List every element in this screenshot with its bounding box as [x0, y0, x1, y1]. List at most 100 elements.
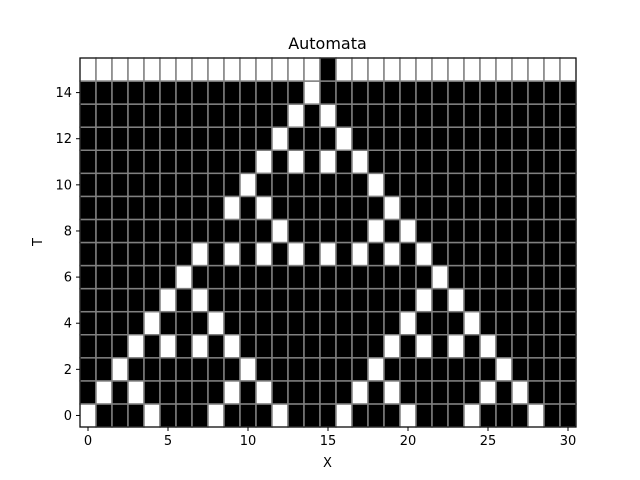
cell: [511, 357, 529, 382]
cell: [79, 334, 97, 359]
cell: [239, 241, 257, 267]
cell: [367, 57, 385, 82]
cell: [495, 334, 513, 359]
cell: [191, 380, 209, 405]
cell: [111, 80, 129, 105]
cell: [559, 172, 577, 198]
cell: [127, 218, 145, 244]
cell: [79, 218, 97, 244]
x-axis-label: X: [323, 456, 332, 471]
cell: [495, 264, 513, 290]
cell: [255, 357, 273, 382]
cell: [287, 380, 305, 405]
cell: [287, 103, 305, 128]
cell: [383, 310, 401, 336]
cell: [191, 334, 209, 359]
cell: [367, 172, 385, 198]
cell: [319, 241, 337, 267]
cell: [159, 241, 177, 267]
cell: [223, 57, 241, 82]
cell: [95, 103, 113, 128]
cell: [399, 334, 417, 359]
cell: [367, 287, 385, 313]
cell: [335, 357, 353, 382]
cell: [79, 57, 97, 82]
cell: [271, 264, 289, 290]
cell: [447, 310, 465, 336]
cell: [415, 334, 433, 359]
cell: [543, 264, 561, 290]
cell: [159, 218, 177, 244]
cell: [319, 195, 337, 221]
cell: [335, 80, 353, 105]
cell: [95, 403, 113, 428]
y-tick-label: 0: [64, 409, 72, 424]
cell: [495, 310, 513, 336]
cell: [527, 403, 545, 428]
cell: [191, 149, 209, 175]
cell: [351, 334, 369, 359]
cell: [447, 334, 465, 359]
cell: [335, 172, 353, 198]
cell: [495, 172, 513, 198]
cell: [383, 57, 401, 82]
cell: [431, 241, 449, 267]
cell: [223, 334, 241, 359]
cell: [287, 218, 305, 244]
cell: [303, 126, 321, 152]
cell: [319, 149, 337, 175]
cell: [207, 172, 225, 198]
cell: [175, 334, 193, 359]
cell: [495, 241, 513, 267]
cell: [527, 57, 545, 82]
cell: [143, 103, 161, 128]
cell: [143, 287, 161, 313]
cell: [511, 195, 529, 221]
cell: [159, 334, 177, 359]
cell: [239, 380, 257, 405]
cell: [511, 264, 529, 290]
cell: [95, 264, 113, 290]
cell: [463, 218, 481, 244]
y-axis-label: T: [31, 238, 46, 247]
cell: [287, 287, 305, 313]
cell: [479, 172, 497, 198]
cell: [527, 380, 545, 405]
cell: [447, 403, 465, 428]
cell: [559, 357, 577, 382]
cell: [303, 80, 321, 105]
cell: [527, 172, 545, 198]
cell: [191, 357, 209, 382]
cell: [431, 80, 449, 105]
cell: [111, 357, 129, 382]
cell: [255, 126, 273, 152]
cell: [463, 172, 481, 198]
cell: [127, 149, 145, 175]
cell: [335, 103, 353, 128]
cell: [479, 334, 497, 359]
cell: [175, 172, 193, 198]
cell: [447, 241, 465, 267]
cell: [127, 310, 145, 336]
cell: [351, 80, 369, 105]
cell: [127, 57, 145, 82]
cell: [319, 264, 337, 290]
cell: [223, 80, 241, 105]
cell: [527, 149, 545, 175]
cell: [495, 403, 513, 428]
cell: [287, 264, 305, 290]
cell: [431, 149, 449, 175]
cell: [399, 149, 417, 175]
cell: [479, 357, 497, 382]
cell: [399, 357, 417, 382]
cell: [335, 334, 353, 359]
cell: [159, 287, 177, 313]
cell: [255, 334, 273, 359]
cell: [335, 241, 353, 267]
cell: [175, 149, 193, 175]
cell: [159, 264, 177, 290]
cell: [271, 310, 289, 336]
cell: [431, 287, 449, 313]
cell: [495, 80, 513, 105]
x-tick-label: 15: [320, 434, 337, 449]
